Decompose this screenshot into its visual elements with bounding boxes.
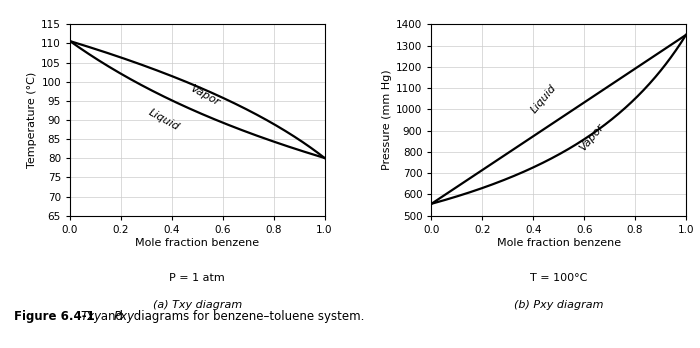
Text: Vapor: Vapor xyxy=(578,121,606,153)
Text: Liquid: Liquid xyxy=(528,83,558,115)
Text: P = 1 atm: P = 1 atm xyxy=(169,273,225,283)
X-axis label: Mole fraction benzene: Mole fraction benzene xyxy=(135,238,259,247)
Y-axis label: Pressure (mm Hg): Pressure (mm Hg) xyxy=(382,70,392,171)
Text: (b) Pxy diagram: (b) Pxy diagram xyxy=(514,300,603,310)
Text: and: and xyxy=(97,310,127,323)
Y-axis label: Temperature (°C): Temperature (°C) xyxy=(27,72,37,168)
Text: Figure 6.4-1: Figure 6.4-1 xyxy=(14,310,103,323)
Text: Vapor: Vapor xyxy=(188,83,221,108)
Text: Txy: Txy xyxy=(80,310,101,323)
Text: T = 100°C: T = 100°C xyxy=(530,273,587,283)
Text: diagrams for benzene–toluene system.: diagrams for benzene–toluene system. xyxy=(130,310,364,323)
Text: Liquid: Liquid xyxy=(147,108,181,133)
X-axis label: Mole fraction benzene: Mole fraction benzene xyxy=(497,238,621,247)
Text: Pxy: Pxy xyxy=(113,310,134,323)
Text: (a) Txy diagram: (a) Txy diagram xyxy=(153,300,242,310)
